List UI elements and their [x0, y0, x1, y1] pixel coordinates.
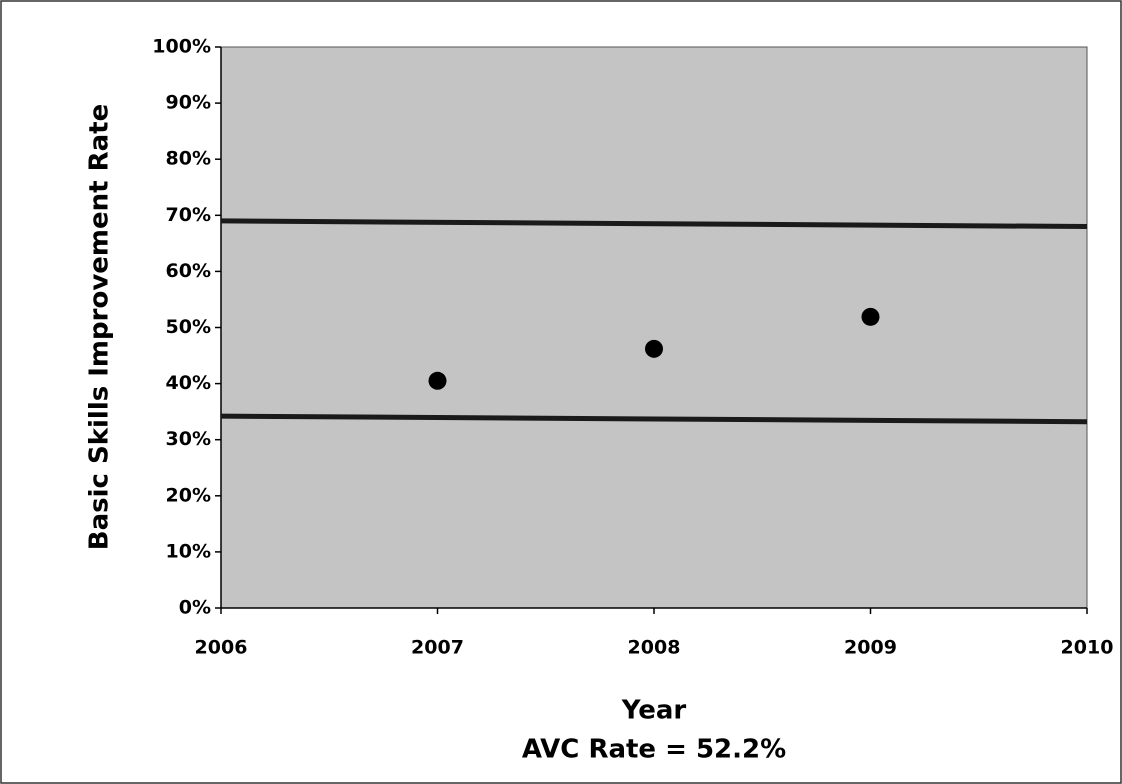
- y-axis-title: Basic Skills Improvement Rate: [85, 104, 115, 550]
- point: [861, 307, 880, 326]
- point: [645, 339, 663, 358]
- y-tick-label: 70%: [166, 204, 211, 226]
- x-tick-label: 2008: [628, 637, 681, 659]
- annotation: AVC Rate = 52.2%: [522, 735, 786, 765]
- point: [428, 371, 447, 390]
- y-tick-label: 50%: [166, 316, 211, 338]
- y-tick-label: 0%: [179, 597, 211, 619]
- y-tick-label: 100%: [152, 36, 211, 58]
- reference-line: [220, 218, 1088, 230]
- plot-area: [220, 46, 1088, 609]
- reference-line: [220, 413, 1088, 425]
- x-tick-label: 2009: [844, 637, 897, 659]
- y-tick-label: 90%: [166, 92, 211, 114]
- y-tick-label: 60%: [166, 260, 211, 282]
- y-tick-label: 40%: [166, 372, 211, 394]
- y-tick-label: 30%: [166, 428, 211, 450]
- x-tick-label: 2006: [195, 637, 248, 659]
- x-tick-label: 2010: [1061, 637, 1114, 659]
- x-axis-title: Year: [621, 696, 687, 726]
- y-tick-label: 80%: [166, 148, 211, 170]
- y-tick-label: 10%: [166, 540, 211, 562]
- y-tick-label: 20%: [166, 484, 211, 506]
- x-tick-label: 2007: [411, 637, 464, 659]
